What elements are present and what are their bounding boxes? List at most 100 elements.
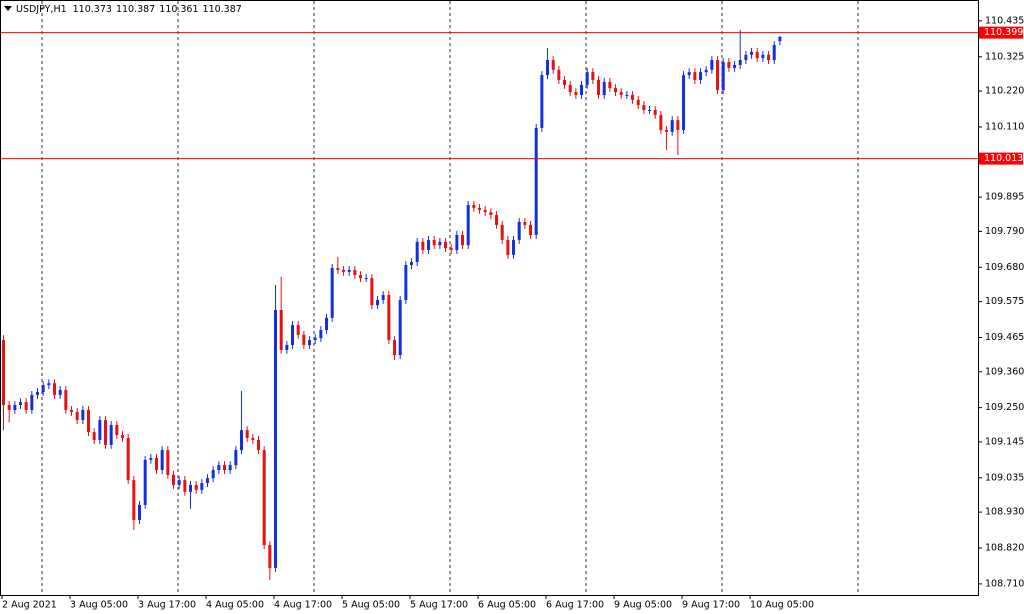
- candle-body: [160, 450, 164, 470]
- candle-body: [523, 221, 527, 225]
- plot-frame: [0, 0, 979, 596]
- candle-body: [30, 394, 34, 410]
- y-tick-label: 109.360: [985, 366, 1024, 377]
- candle-body: [608, 81, 612, 89]
- candle-body: [166, 450, 170, 475]
- candle-body: [138, 504, 142, 520]
- candle-body: [432, 239, 436, 246]
- candle-body: [506, 239, 510, 255]
- candle-body: [319, 329, 323, 339]
- ohlc-close: 110.387: [203, 4, 242, 15]
- candle-body: [449, 248, 453, 251]
- candle-body: [699, 72, 703, 80]
- candle-body: [614, 88, 618, 93]
- candle-body: [750, 51, 754, 55]
- candle-body: [121, 435, 125, 439]
- candle-body: [194, 485, 198, 490]
- candle-body: [393, 340, 397, 356]
- candle-body: [778, 36, 782, 42]
- y-tick-label: 108.930: [985, 507, 1024, 518]
- candle-body: [75, 411, 79, 421]
- x-tick-label: 3 Aug 17:00: [138, 600, 196, 611]
- candle-body: [200, 483, 204, 490]
- candle-body: [631, 94, 635, 100]
- candle-body: [642, 105, 646, 110]
- candle-body: [177, 480, 181, 486]
- x-tick-label: 3 Aug 05:00: [70, 600, 128, 611]
- x-tick-label: 9 Aug 17:00: [682, 600, 740, 611]
- y-tick-label: 109.790: [985, 226, 1024, 237]
- header: USDJPY,H1 110.373 110.387 110.361 110.387: [16, 4, 242, 15]
- candle-body: [262, 450, 266, 546]
- candle-body: [251, 438, 255, 440]
- menu-arrow[interactable]: [4, 6, 12, 11]
- candle-body: [206, 478, 210, 484]
- x-tick-label: 9 Aug 05:00: [614, 600, 672, 611]
- candle-body: [585, 72, 589, 85]
- candle-body: [336, 267, 340, 270]
- candle-body: [687, 72, 691, 76]
- candle-body: [291, 325, 295, 345]
- candle-body: [636, 99, 640, 106]
- candle-body: [92, 432, 96, 440]
- candle-body: [455, 234, 459, 251]
- y-tick-label: 108.710: [985, 578, 1024, 589]
- candle-body: [155, 457, 159, 470]
- candle-body: [591, 72, 595, 80]
- candle-body: [325, 317, 329, 330]
- candle-body: [370, 278, 374, 306]
- candle-body: [625, 94, 629, 96]
- candle-body: [761, 54, 765, 59]
- candle-body: [376, 299, 380, 306]
- candle-body: [240, 430, 244, 451]
- candle-body: [64, 390, 68, 410]
- candle-body: [546, 60, 550, 76]
- y-tick-label: 110.220: [985, 86, 1024, 97]
- candle-body: [70, 409, 74, 412]
- candle-body: [13, 405, 17, 410]
- candle-body: [342, 269, 346, 272]
- candle-body: [268, 545, 272, 568]
- candle-body: [257, 439, 261, 451]
- candle-body: [245, 430, 249, 439]
- candle-body: [353, 269, 357, 276]
- candle-body: [36, 391, 40, 395]
- candle-body: [659, 114, 663, 130]
- candle-body: [308, 340, 312, 345]
- candle-body: [670, 120, 674, 132]
- candle-body: [24, 402, 28, 410]
- candle-body: [381, 295, 385, 300]
- candle-body: [58, 390, 62, 395]
- candle-body: [347, 269, 351, 272]
- candle-body: [534, 127, 538, 235]
- candle-body: [223, 465, 227, 470]
- candle-body: [557, 69, 561, 80]
- candle-body: [234, 450, 238, 466]
- candle-body: [211, 469, 215, 479]
- candle-body: [7, 405, 11, 410]
- x-tick-label: 4 Aug 05:00: [206, 600, 264, 611]
- candle-body: [716, 60, 720, 91]
- candle-body: [676, 120, 680, 130]
- price-label-box: [979, 26, 1023, 39]
- candle-body: [648, 109, 652, 111]
- candle-body: [500, 224, 504, 240]
- candle-body: [444, 241, 448, 249]
- candle-body: [517, 221, 521, 240]
- x-tick-label: 2 Aug 2021: [2, 600, 57, 611]
- candle-body: [721, 62, 725, 91]
- y-tick-label: 109.465: [985, 332, 1024, 343]
- candle-body: [483, 209, 487, 213]
- candle-body: [568, 84, 572, 93]
- candle-body: [2, 340, 5, 406]
- candle-body: [738, 60, 742, 65]
- candle-body: [466, 204, 470, 246]
- symbol: USDJPY,H1: [16, 4, 67, 15]
- candle-body: [217, 465, 221, 470]
- candle-body: [704, 69, 708, 73]
- candle-body: [109, 424, 113, 445]
- candle-body: [302, 334, 306, 345]
- candle-body: [665, 129, 669, 132]
- candle-body: [387, 295, 391, 341]
- x-tick-label: 4 Aug 17:00: [274, 600, 332, 611]
